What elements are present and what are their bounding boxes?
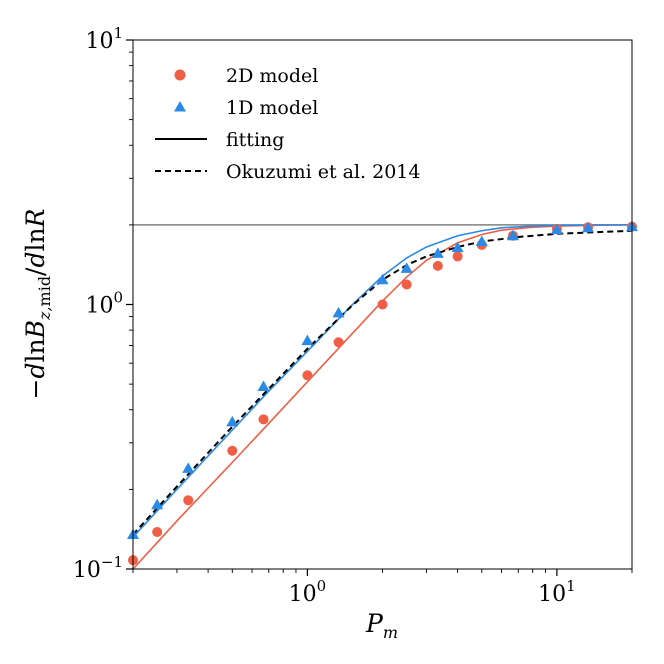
1d-model-point bbox=[400, 262, 413, 273]
1d-model-point bbox=[506, 229, 519, 241]
2d-model-point bbox=[377, 299, 388, 310]
2d-model-point bbox=[302, 370, 313, 381]
y-axis-label-sub-mid: mid bbox=[35, 276, 54, 307]
1d-model-point bbox=[376, 273, 389, 285]
y-tick-label-exp: −1 bbox=[101, 553, 123, 571]
legend-label: fitting bbox=[226, 129, 284, 151]
y-axis-label-ln2: ln bbox=[21, 227, 50, 251]
1d-model-point bbox=[332, 306, 345, 318]
2d-model-point bbox=[432, 260, 443, 271]
y-tick-label-exp: 0 bbox=[113, 289, 123, 307]
1d-model-point bbox=[431, 247, 444, 258]
x-tick-label-exp: 0 bbox=[317, 577, 327, 595]
y-tick-label-exp: 1 bbox=[113, 24, 123, 42]
legend-label: 1D model bbox=[226, 97, 318, 119]
1d-model-point bbox=[226, 415, 239, 427]
x-axis-label: Pm bbox=[365, 609, 398, 642]
1d-model-point bbox=[182, 462, 195, 473]
2d-model-point bbox=[401, 279, 412, 290]
y-axis-label-slash: / bbox=[21, 267, 50, 276]
x-tick-label-base: 10 bbox=[289, 582, 317, 607]
y-tick-label-base: 10 bbox=[85, 294, 113, 319]
legend-marker-circle bbox=[174, 69, 186, 81]
series-line-fitting-1d- bbox=[133, 224, 632, 538]
y-axis-label: −dlnBz,mid/dlnR bbox=[21, 209, 54, 400]
1d-model-point bbox=[151, 498, 164, 510]
legend-marker-triangle bbox=[174, 101, 186, 112]
legend-label: 2D model bbox=[226, 65, 318, 87]
y-axis-label-minus: − bbox=[21, 378, 50, 399]
x-axis-label-sub: m bbox=[383, 623, 398, 642]
2d-model-point bbox=[183, 495, 194, 506]
y-tick-label-base: 10 bbox=[73, 558, 101, 583]
y-axis-label-B: B bbox=[21, 320, 50, 339]
2d-model-point bbox=[452, 251, 463, 262]
y-tick-label: 100 bbox=[85, 289, 123, 319]
1d-model-point bbox=[301, 334, 314, 346]
svg-text:−dlnBz,mid/dlnR: −dlnBz,mid/dlnR bbox=[21, 209, 54, 400]
2d-model-point bbox=[333, 337, 344, 348]
2d-model-point bbox=[152, 527, 163, 538]
legend: 2D model 1D model fitting Okuzumi et al. 20… bbox=[155, 65, 420, 183]
y-axis-label-d2: d bbox=[21, 251, 50, 267]
1d-model-point bbox=[582, 221, 595, 233]
x-tick-label-base: 10 bbox=[538, 582, 566, 607]
y-tick-label-base: 10 bbox=[85, 29, 113, 54]
y-axis-label-R: R bbox=[21, 209, 50, 229]
x-tick-label: 101 bbox=[538, 577, 576, 607]
1d-model-point bbox=[550, 223, 563, 235]
x-tick-label: 100 bbox=[289, 577, 327, 607]
y-tick-label: 101 bbox=[85, 24, 123, 54]
1d-model-point bbox=[257, 380, 270, 391]
y-axis-label-d1: d bbox=[21, 362, 50, 378]
y-tick-label: 10−1 bbox=[73, 553, 123, 583]
legend-label: Okuzumi et al. 2014 bbox=[226, 161, 420, 183]
svg-text:Pm: Pm bbox=[365, 609, 398, 642]
plot-area bbox=[127, 220, 638, 569]
y-axis-label-ln1: ln bbox=[21, 338, 50, 362]
x-tick-label-exp: 1 bbox=[566, 577, 576, 595]
y-axis-label-sub: z, bbox=[35, 306, 54, 321]
series-points bbox=[127, 220, 638, 566]
2d-model-point bbox=[227, 445, 238, 456]
1d-model-point bbox=[451, 241, 464, 253]
series-line-fitting-2d- bbox=[133, 224, 632, 569]
x-axis-label-P: P bbox=[365, 609, 384, 638]
2d-model-point bbox=[258, 414, 269, 425]
1d-model-point bbox=[475, 235, 488, 247]
